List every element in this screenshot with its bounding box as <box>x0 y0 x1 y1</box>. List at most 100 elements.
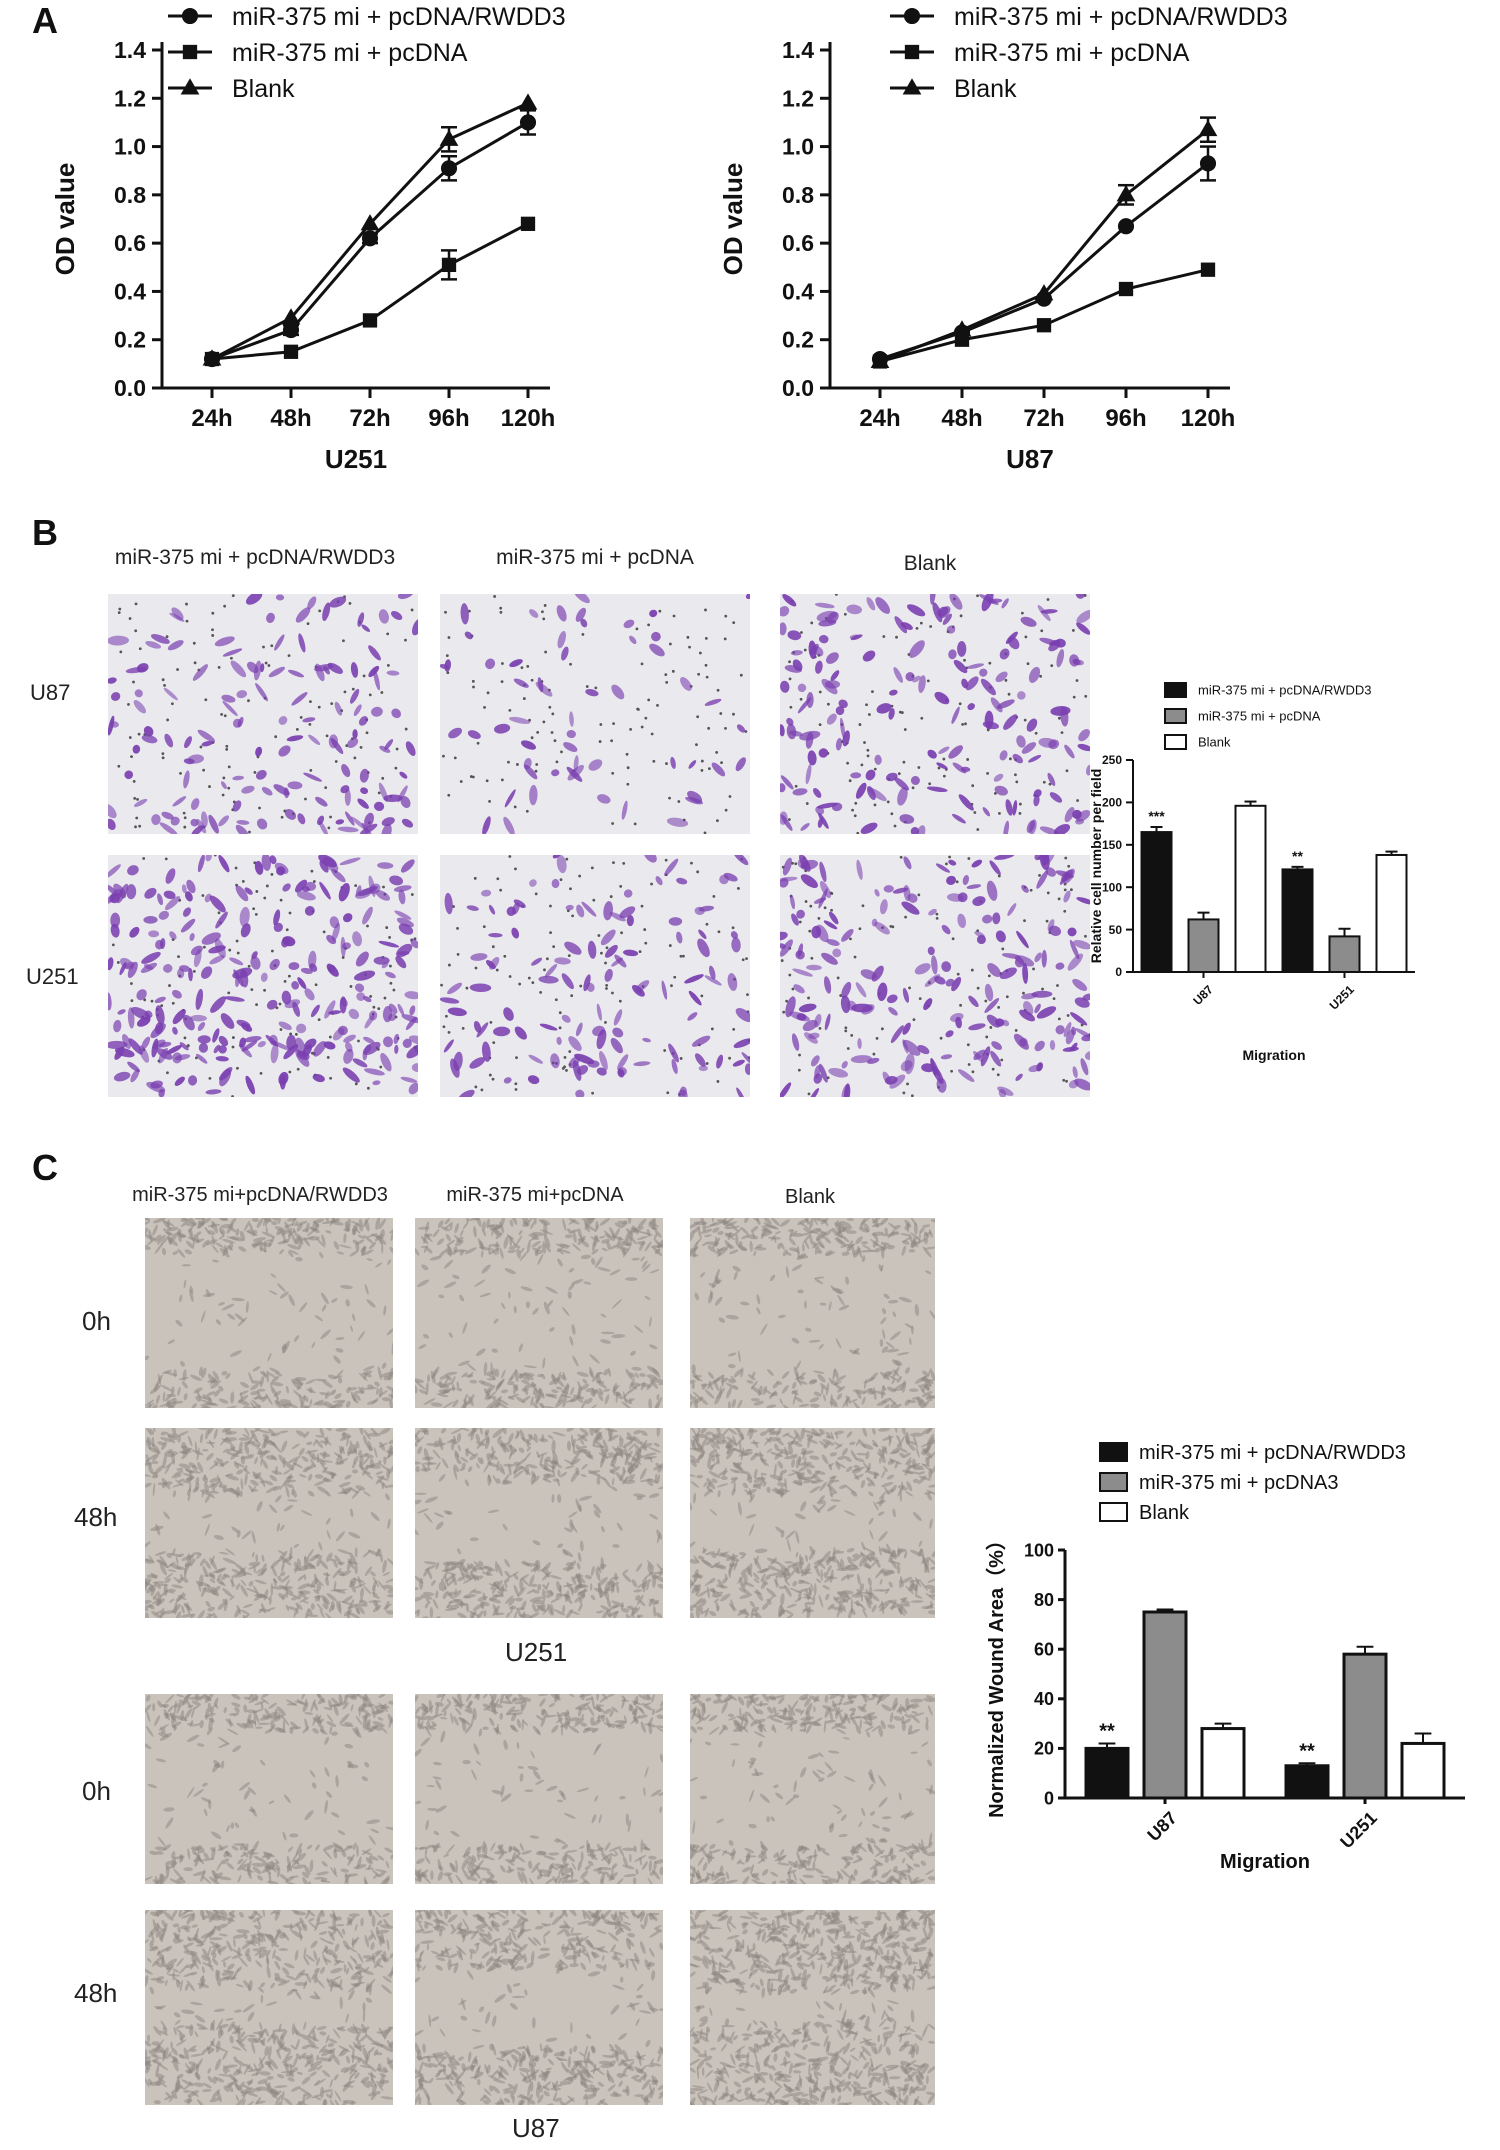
stained-cell <box>786 723 797 740</box>
stained-cell <box>999 967 1017 980</box>
cell <box>450 1428 463 1435</box>
pore <box>619 885 623 888</box>
cell <box>881 1346 889 1353</box>
pore <box>211 634 215 637</box>
cell <box>731 1398 736 1408</box>
cell <box>297 1575 304 1582</box>
cell <box>540 1229 553 1235</box>
cell <box>425 1382 429 1396</box>
cell <box>622 1466 626 1474</box>
pore <box>633 822 637 826</box>
cell <box>812 1218 818 1226</box>
stained-cell <box>780 680 790 693</box>
stained-cell <box>1034 1040 1045 1052</box>
y-tick-label: 200 <box>1102 796 1122 810</box>
cell <box>145 1218 151 1222</box>
stained-cell <box>814 1065 821 1079</box>
y-tick-label: 250 <box>1102 753 1122 767</box>
pore <box>1007 692 1011 696</box>
cell <box>794 1429 802 1443</box>
pore <box>598 740 602 743</box>
cell <box>218 1385 224 1392</box>
cell <box>418 1389 428 1395</box>
cell <box>465 1603 470 1613</box>
pore <box>489 1020 493 1024</box>
cell <box>223 1405 238 1408</box>
cell <box>259 1240 263 1252</box>
cell <box>823 1394 826 1402</box>
pore <box>1057 716 1061 720</box>
cell <box>630 1384 638 1390</box>
cell <box>860 1551 867 1561</box>
stained-cell <box>337 1025 348 1036</box>
cell <box>653 1238 660 1245</box>
stained-cell <box>400 796 411 809</box>
cell <box>500 1218 505 1227</box>
cell <box>880 1246 885 1259</box>
cell <box>178 1463 191 1469</box>
panel-b-letter: B <box>32 512 58 553</box>
cell <box>271 1586 284 1590</box>
cell <box>248 1222 254 1232</box>
cell <box>814 1218 827 1223</box>
cell <box>889 1603 903 1609</box>
cell <box>315 1401 330 1406</box>
pore <box>966 758 970 761</box>
pore <box>270 872 274 876</box>
cell <box>292 1227 298 1237</box>
cell <box>769 1474 783 1481</box>
stained-cell <box>860 822 878 834</box>
stained-cell <box>973 1049 986 1061</box>
cell <box>768 1236 782 1240</box>
cell <box>880 1317 887 1325</box>
stained-cell <box>903 856 912 870</box>
stained-cell <box>948 859 957 866</box>
stained-cell <box>328 734 339 749</box>
pore <box>605 983 609 987</box>
pore <box>469 775 473 778</box>
stained-cell <box>393 1033 400 1045</box>
cell <box>882 1329 886 1340</box>
cell <box>225 1431 237 1436</box>
stained-cell <box>1019 1009 1036 1022</box>
cell <box>345 1299 350 1307</box>
cell <box>285 1385 289 1394</box>
cell <box>538 1387 545 1399</box>
cell <box>570 1434 575 1448</box>
cell <box>753 1578 760 1584</box>
cell <box>145 1600 152 1605</box>
cell <box>359 1428 364 1435</box>
cell <box>159 1589 169 1598</box>
cell <box>495 1368 500 1378</box>
cell <box>523 1451 532 1462</box>
cell <box>519 1429 526 1442</box>
pore <box>445 654 449 658</box>
cell <box>366 1258 373 1262</box>
cell <box>212 1259 219 1263</box>
stained-cell <box>493 1026 511 1037</box>
pore <box>329 1076 333 1080</box>
pore <box>581 633 585 636</box>
cell <box>530 1566 540 1572</box>
pore <box>274 735 278 739</box>
cell <box>145 1454 157 1462</box>
cell <box>583 1281 592 1285</box>
stained-cell <box>304 988 315 1001</box>
pore <box>853 955 857 959</box>
pore <box>166 1071 169 1075</box>
cell <box>707 1454 712 1469</box>
cell <box>591 1248 599 1255</box>
cell <box>494 1560 498 1573</box>
pore <box>746 993 749 997</box>
stained-cell <box>597 794 611 804</box>
cell <box>145 1482 152 1488</box>
cell <box>926 1395 935 1399</box>
cell <box>269 1474 278 1482</box>
cell <box>303 1573 307 1580</box>
pore <box>385 926 389 929</box>
cell <box>387 1589 393 1594</box>
cell <box>585 1397 593 1405</box>
pore <box>220 712 224 716</box>
cell <box>622 1440 633 1449</box>
legend-label: miR-375 mi + pcDNA <box>1198 709 1321 724</box>
